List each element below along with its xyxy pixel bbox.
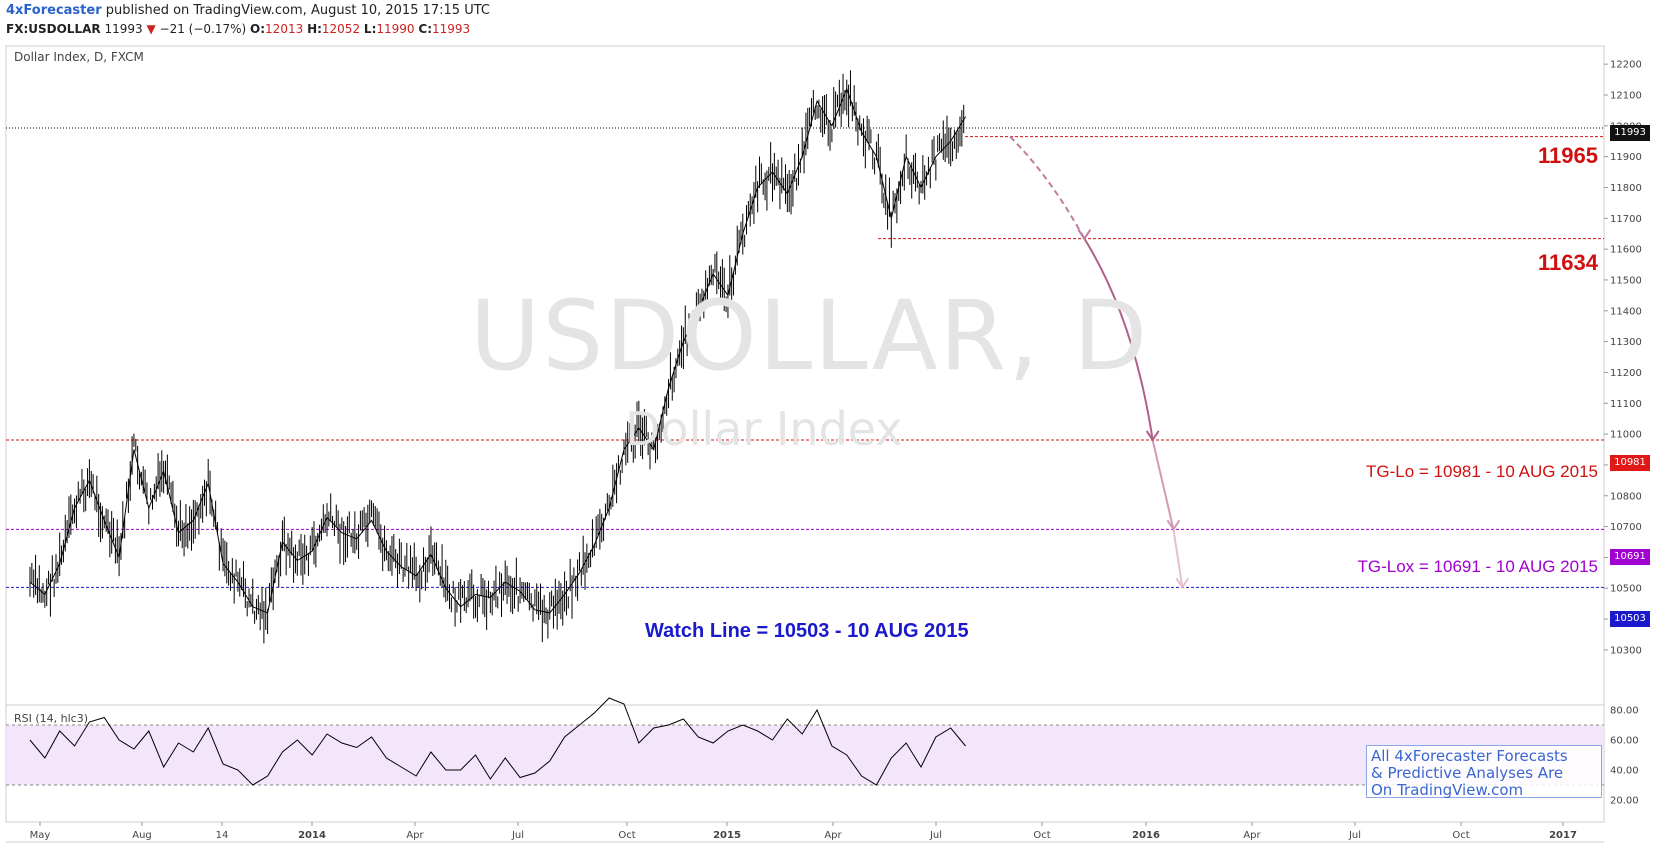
forecast-segment-watch [1172, 529, 1184, 588]
watermark-symbol: USDOLLAR, D [470, 280, 1150, 392]
x-tick-label: 2017 [1549, 830, 1577, 841]
level-11634-label: 11634 [1538, 250, 1598, 275]
symbol-header: FX:USDOLLAR 11993 ▼ −21 (−0.17%) O:12013… [6, 21, 470, 37]
y-tick-label: 12200 [1610, 60, 1642, 71]
y-tick-label: 11100 [1610, 399, 1642, 410]
rsi-label: RSI (14, hlc3) [14, 712, 89, 725]
y-tick-label: 11000 [1610, 430, 1642, 441]
rsi-tick-label: 40.00 [1610, 766, 1639, 777]
y-tick-label: 11500 [1610, 275, 1642, 286]
watermark-description: Dollar Index [625, 402, 903, 456]
x-tick-label: 2016 [1132, 830, 1160, 841]
forecast-dashed-segment [1009, 135, 1086, 240]
open-label: O: [250, 22, 266, 36]
rsi-tick-label: 80.00 [1610, 706, 1639, 717]
rsi-tick-label: 60.00 [1610, 736, 1639, 747]
x-tick-label: Apr [1243, 830, 1261, 841]
low-label: L: [363, 22, 377, 36]
symbol-name[interactable]: FX:USDOLLAR [6, 22, 101, 36]
tg-lo-label: TG-Lo = 10981 - 10 AUG 2015 [1365, 462, 1598, 481]
x-tick-label: Jul [511, 830, 524, 841]
tg-lox-price-tag: 10691 [1610, 549, 1650, 565]
x-tick-label: May [30, 830, 51, 841]
publish-header: 4xForecaster published on TradingView.co… [6, 3, 490, 19]
y-tick-label: 11600 [1610, 245, 1642, 256]
y-tick-label: 12100 [1610, 90, 1642, 101]
watch-price-tag: 10503 [1610, 611, 1650, 627]
x-tick-label: Apr [406, 830, 424, 841]
x-tick-label: Oct [1452, 830, 1469, 841]
x-tick-label: Aug [132, 830, 152, 841]
price-change: −21 (−0.17%) [159, 22, 247, 36]
y-tick-label: 11200 [1610, 368, 1642, 379]
author-link[interactable]: 4xForecaster [6, 3, 102, 18]
tg-lo-price-tag: 10981 [1610, 455, 1650, 471]
forecast-arrowhead [1166, 519, 1181, 532]
x-tick-label: Oct [618, 830, 635, 841]
publish-info: published on TradingView.com, August 10,… [101, 3, 490, 18]
rsi-line [29, 697, 966, 786]
forecast-arrowhead [1077, 229, 1092, 241]
x-tick-label: Jul [929, 830, 942, 841]
forecast-arrowhead [1145, 430, 1160, 442]
promo-note-line: All 4xForecaster Forecasts [1371, 747, 1568, 765]
forecast-arrowhead [1175, 577, 1190, 590]
y-tick-label: 11400 [1610, 306, 1642, 317]
y-tick-label: 11300 [1610, 337, 1642, 348]
y-tick-label: 11900 [1610, 152, 1642, 163]
promo-note-line: On TradingView.com [1371, 781, 1524, 799]
y-tick-label: 11800 [1610, 183, 1642, 194]
rsi-band [6, 725, 1604, 785]
y-tick-label: 11700 [1610, 214, 1642, 225]
x-tick-label: Jul [1348, 830, 1361, 841]
open-value: 12013 [265, 22, 304, 36]
x-tick-label: Oct [1033, 830, 1050, 841]
tg-lox-label: TG-Lox = 10691 - 10 AUG 2015 [1357, 557, 1598, 576]
x-tick-label: 2015 [713, 830, 741, 841]
close-label: C: [418, 22, 432, 36]
promo-note-line: & Predictive Analyses Are [1371, 764, 1564, 782]
last-price-tag: 11993 [1610, 125, 1650, 141]
rsi-tick-label: 20.00 [1610, 796, 1639, 807]
price-line [29, 87, 966, 614]
watch-line-label: Watch Line = 10503 - 10 AUG 2015 [645, 620, 969, 642]
y-tick-label: 10300 [1610, 645, 1642, 656]
y-tick-label: 10800 [1610, 491, 1642, 502]
x-tick-label: 14 [216, 830, 229, 841]
x-tick-label: 2014 [298, 830, 326, 841]
forecast-segment-tg-lox [1151, 439, 1175, 530]
down-arrow-icon: ▼ [146, 22, 156, 36]
level-11965-label: 11965 [1538, 143, 1598, 168]
forecast-segment-tg-lo [1083, 238, 1154, 441]
pane-label: Dollar Index, D, FXCM [14, 50, 144, 64]
low-value: 11990 [376, 22, 415, 36]
promo-note: All 4xForecaster Forecasts & Predictive … [1366, 745, 1602, 799]
close-value: 11993 [432, 22, 471, 36]
y-tick-label: 10700 [1610, 522, 1642, 533]
high-value: 12052 [321, 22, 361, 36]
y-tick-label: 10500 [1610, 584, 1642, 595]
last-price: 11993 [104, 22, 143, 36]
high-label: H: [307, 22, 322, 36]
x-tick-label: Apr [824, 830, 842, 841]
